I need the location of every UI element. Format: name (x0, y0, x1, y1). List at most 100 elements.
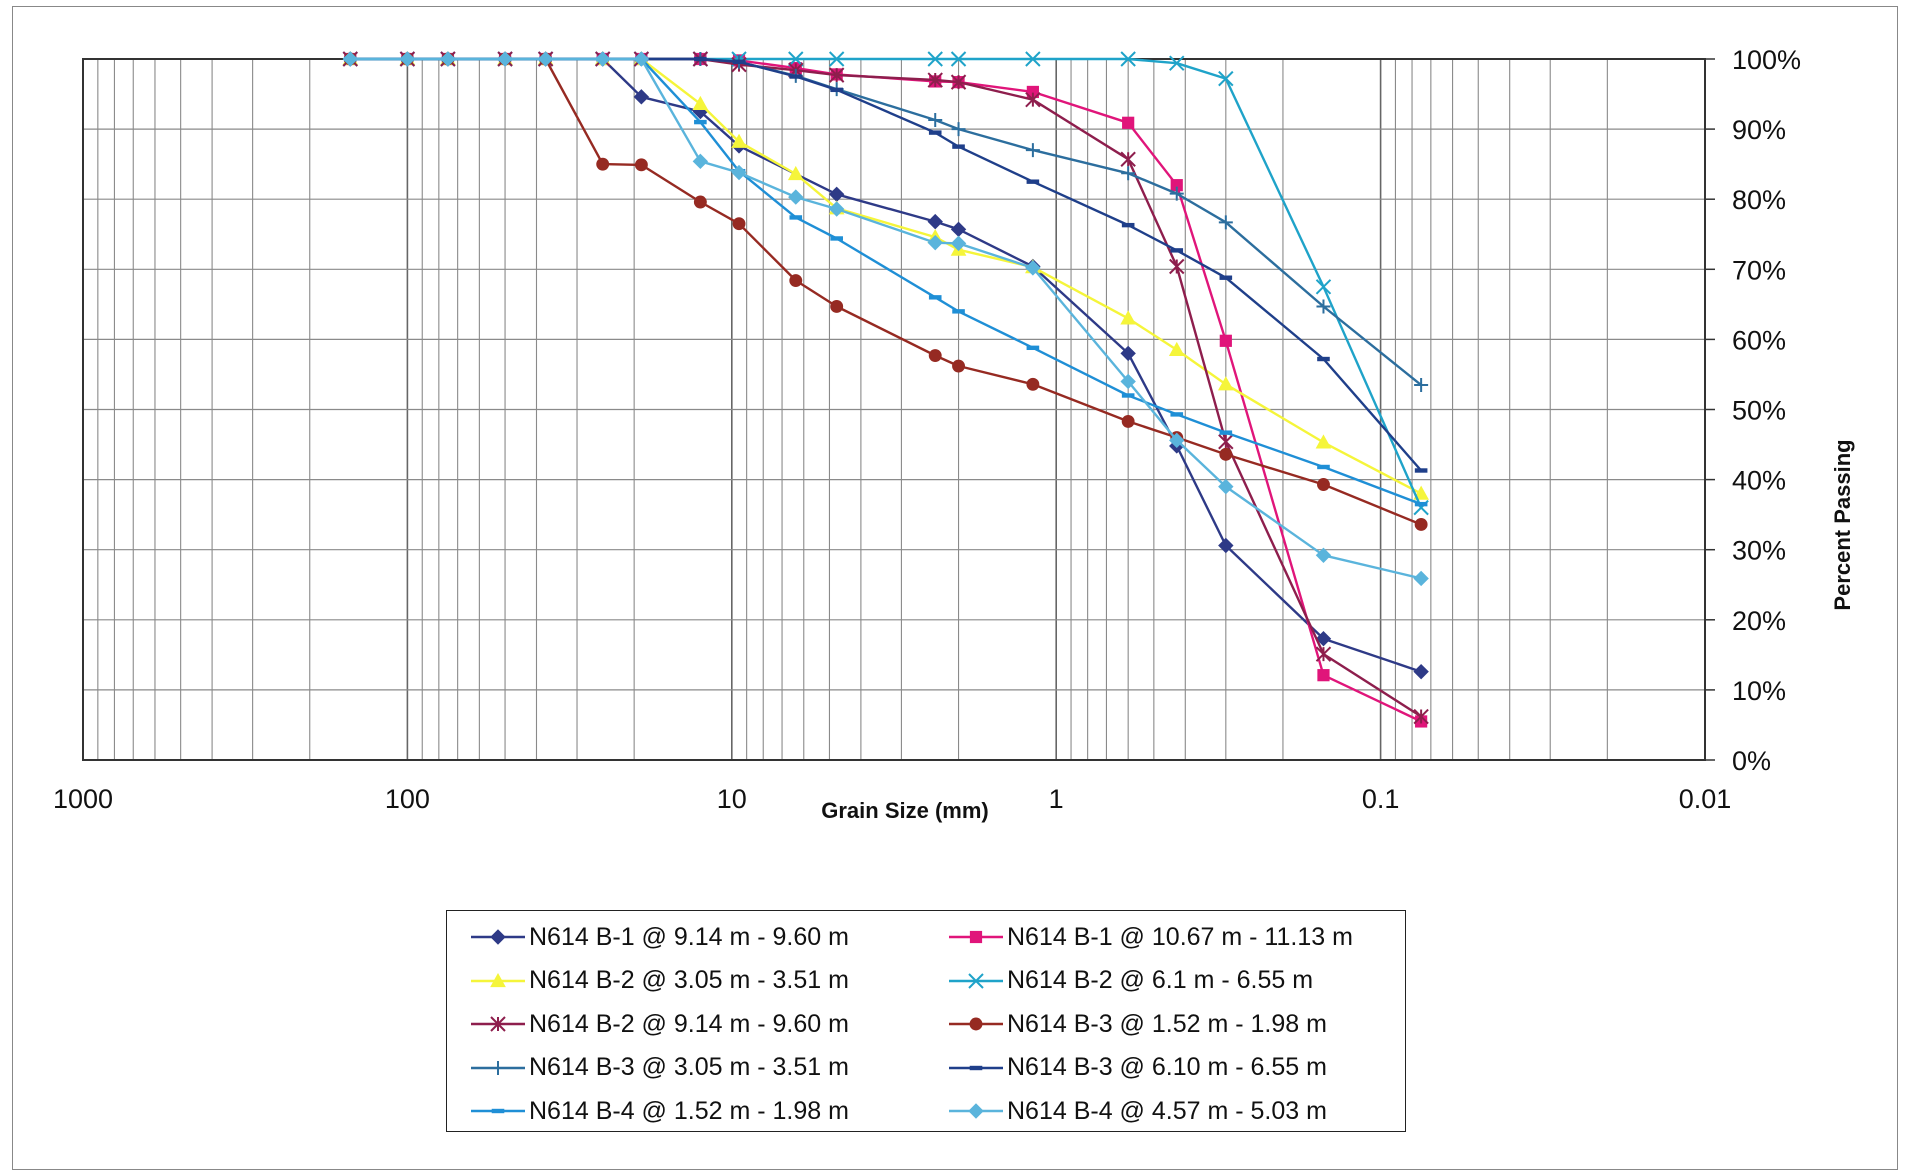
legend-swatch-marker (490, 972, 506, 987)
data-point (1121, 393, 1135, 398)
data-point (1316, 299, 1331, 314)
series-10 (342, 51, 1429, 587)
data-point (1219, 447, 1233, 461)
legend-item: N614 B-1 @ 9.14 m - 9.60 m (469, 919, 849, 955)
legend-swatch (949, 1017, 1003, 1031)
y-tick-label: 50% (1732, 396, 1786, 426)
y-tick-label: 100% (1732, 45, 1801, 75)
data-point (952, 359, 965, 373)
legend-label: N614 B-2 @ 3.05 m - 3.51 m (529, 966, 849, 994)
data-point (1317, 478, 1330, 491)
data-point (497, 51, 513, 67)
series-line (350, 57, 1423, 509)
y-tick-label: 90% (1732, 115, 1786, 145)
data-point (1025, 143, 1040, 158)
data-point (694, 56, 707, 62)
legend-label: N614 B-1 @ 9.14 m - 9.60 m (529, 922, 849, 951)
data-point (950, 221, 967, 238)
legend-swatch-marker (490, 929, 506, 945)
series-layer (342, 50, 1429, 728)
legend-swatch (949, 930, 1003, 944)
legend-item: N614 B-3 @ 3.05 m - 3.51 m (469, 1050, 849, 1086)
data-point (1414, 501, 1428, 507)
legend-swatch (471, 1060, 525, 1075)
data-point (1218, 70, 1234, 87)
legend-label: N614 B-3 @ 1.52 m - 1.98 m (1007, 1009, 1327, 1038)
series-line (350, 57, 1422, 723)
legend-item: N614 B-3 @ 1.52 m - 1.98 m (947, 1006, 1327, 1042)
series-8 (343, 56, 1428, 473)
y-tick-label: 30% (1732, 536, 1786, 566)
data-point (830, 87, 843, 93)
data-point (595, 51, 611, 67)
data-point (342, 51, 358, 67)
data-point (1025, 51, 1041, 67)
legend-label: N614 B-2 @ 9.14 m - 9.60 m (529, 1009, 849, 1038)
data-point (1414, 377, 1429, 392)
legend-swatch-marker (969, 1017, 983, 1031)
data-point (1218, 537, 1234, 554)
series-2 (344, 52, 1428, 728)
y-tick-label: 0% (1732, 746, 1771, 776)
x-tick-label: 0.01 (1679, 784, 1732, 814)
data-point (634, 158, 648, 172)
data-point (787, 165, 804, 181)
data-point (1026, 377, 1040, 391)
legend-swatch-marker (968, 1103, 984, 1119)
data-point (732, 59, 746, 65)
series-line (350, 57, 1422, 580)
data-point (692, 153, 709, 170)
data-point (1317, 464, 1330, 470)
data-point (1413, 708, 1429, 725)
data-point (1218, 478, 1234, 495)
data-point (694, 119, 707, 125)
data-point (788, 189, 804, 205)
data-point (1120, 345, 1136, 362)
tick-label-layer: 1000 100 10 1 0.1 0.010% 10% 20% 30% 40% 50% 60% 70%… (53, 45, 1801, 814)
data-point (789, 274, 803, 287)
data-point (927, 51, 943, 67)
data-point (1025, 91, 1041, 108)
y-tick-label: 20% (1732, 606, 1786, 636)
series-6 (343, 52, 1428, 531)
data-point (788, 51, 804, 67)
data-point (1315, 434, 1332, 449)
legend-label: N614 B-4 @ 1.52 m - 1.98 m (529, 1096, 849, 1125)
data-point (952, 309, 965, 314)
legend-label: N614 B-3 @ 6.10 m - 6.55 m (1007, 1053, 1327, 1081)
y-tick-label: 70% (1732, 255, 1786, 285)
legend-swatch-marker (968, 972, 984, 989)
data-point (1170, 412, 1184, 417)
data-point (1120, 373, 1136, 390)
legend-item: N614 B-4 @ 1.52 m - 1.98 m (469, 1093, 849, 1129)
y-tick-label: 80% (1732, 185, 1786, 215)
data-point (1317, 669, 1330, 682)
data-point (1122, 116, 1135, 129)
data-point (828, 51, 845, 67)
data-point (1219, 430, 1233, 435)
legend-item: N614 B-1 @ 10.67 m - 11.13 m (947, 919, 1353, 955)
series-3 (342, 50, 1429, 500)
x-tick-label: 10 (717, 784, 747, 814)
legend-swatch (471, 929, 525, 945)
legend-swatch (949, 972, 1003, 989)
legend-label: N614 B-4 @ 4.57 m - 5.03 m (1007, 1096, 1327, 1125)
data-point (596, 157, 610, 171)
data-point (928, 130, 942, 135)
legend-swatch-marker (969, 930, 983, 944)
series-line (350, 57, 1423, 472)
data-point (1025, 260, 1041, 276)
data-point (1217, 376, 1234, 391)
data-point (928, 112, 943, 127)
data-point (731, 164, 747, 181)
grid-layer (83, 58, 1706, 761)
data-point (950, 74, 967, 90)
data-point (1315, 279, 1332, 295)
chart-frame (12, 6, 1898, 1170)
data-point (927, 72, 943, 88)
data-point (1120, 151, 1136, 167)
data-point (951, 122, 966, 137)
data-point (828, 201, 845, 217)
x-axis-title: Grain Size (mm) (821, 798, 988, 823)
